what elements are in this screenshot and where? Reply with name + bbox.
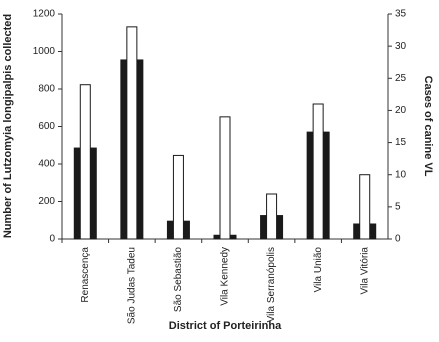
y2-axis-title: Cases of canine VL [422, 76, 434, 177]
y-tick-label: 0 [49, 234, 55, 245]
x-tick-label: Renascença [80, 247, 91, 303]
bar [219, 116, 231, 240]
y-axis-title: Number of Lutzomyia longipalpis collecte… [2, 14, 14, 238]
x-tick-label: Vila Serranópolis [266, 247, 277, 322]
bar [266, 193, 278, 240]
x-tick-label: Vila Kennedy [220, 247, 231, 306]
y2-tick-label: 5 [395, 201, 401, 212]
y2-tick-label: 30 [395, 41, 407, 52]
y-tick-label: 1200 [33, 9, 56, 20]
y2-tick-label: 20 [395, 105, 407, 116]
y2-tick-label: 35 [395, 9, 407, 20]
x-tick-label: São Judas Tadeu [126, 247, 137, 324]
y2-tick-label: 15 [395, 137, 407, 148]
y2-tick-label: 10 [395, 169, 407, 180]
x-axis-title: District of Porteirinha [169, 320, 282, 332]
y-tick-label: 1000 [33, 46, 56, 57]
bar [312, 103, 324, 240]
bar [172, 154, 184, 240]
x-tick-label: Vila União [313, 247, 324, 293]
y-tick-label: 600 [38, 121, 55, 132]
x-tick-label: Vila Vitória [359, 247, 370, 295]
y-tick-label: 400 [38, 159, 55, 170]
y-tick-label: 200 [38, 196, 55, 207]
x-tick-label: São Sebastião [173, 247, 184, 312]
bar [79, 84, 91, 240]
bar [126, 26, 138, 240]
y2-tick-label: 25 [395, 73, 407, 84]
y2-tick-label: 0 [395, 234, 401, 245]
y-tick-label: 800 [38, 84, 55, 95]
bar [359, 174, 371, 240]
